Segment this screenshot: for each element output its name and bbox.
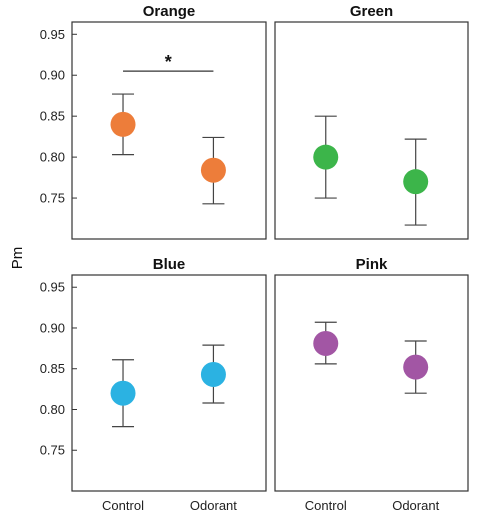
y-tick-label: 0.95	[40, 280, 65, 295]
y-tick-label: 0.75	[40, 191, 65, 206]
y-tick-label: 0.85	[40, 361, 65, 376]
x-tick-label: Odorant	[190, 498, 237, 513]
x-tick-label: Control	[305, 498, 347, 513]
y-axis-label: Pm	[9, 247, 26, 270]
y-tick-label: 0.75	[40, 443, 65, 458]
panel-pink: Pink Control Odorant	[274, 256, 469, 513]
panel-title: Pink	[356, 256, 388, 273]
panels-group: Orange 0.75 0.80 0.85 0.90 0.95 * Green Blue 0.75…	[40, 3, 469, 513]
y-tick-label: 0.80	[40, 150, 65, 165]
x-tick-label: Odorant	[392, 498, 439, 513]
data-point-control	[313, 330, 339, 356]
y-tick-label: 0.90	[40, 68, 65, 83]
y-tick-label: 0.80	[40, 402, 65, 417]
data-point-control	[313, 144, 339, 170]
panel-blue: Blue 0.75 0.80 0.85 0.90 0.95 Control Odorant	[40, 256, 267, 513]
x-tick-label: Control	[102, 498, 144, 513]
y-tick-label: 0.95	[40, 27, 65, 42]
data-point-control	[110, 380, 136, 406]
data-point-odorant	[200, 361, 226, 387]
data-point-odorant	[403, 354, 429, 380]
panel-orange: Orange 0.75 0.80 0.85 0.90 0.95 *	[40, 3, 267, 240]
panel-frame	[274, 274, 469, 492]
data-point-odorant	[200, 157, 226, 183]
y-tick-label: 0.85	[40, 109, 65, 124]
panel-title: Blue	[153, 256, 186, 273]
panel-frame	[71, 274, 267, 492]
panel-title: Orange	[143, 3, 196, 20]
panel-frame	[274, 21, 469, 240]
data-point-odorant	[403, 169, 429, 195]
panel-green: Green	[274, 3, 469, 240]
significance-star: *	[165, 52, 172, 72]
y-tick-label: 0.90	[40, 320, 65, 335]
panel-frame	[71, 21, 267, 240]
panel-title: Green	[350, 3, 393, 20]
data-point-control	[110, 111, 136, 137]
